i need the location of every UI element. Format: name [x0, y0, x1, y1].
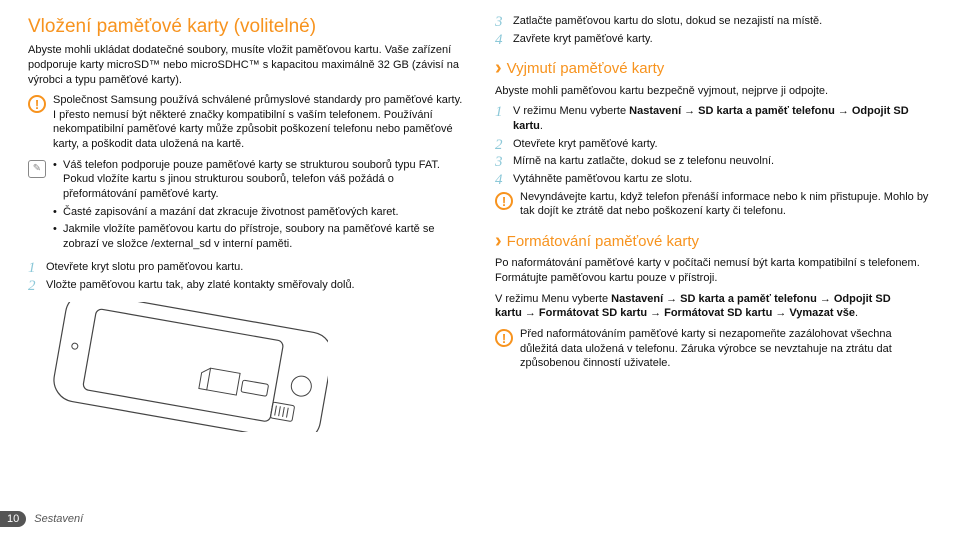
format-menu-path: V režimu Menu vyberte Nastavení→SD karta… — [495, 292, 932, 321]
step-item: Otevřete kryt slotu pro paměťovou kartu. — [28, 260, 465, 275]
step-item: Vložte paměťovou kartu tak, aby zlaté ko… — [28, 278, 465, 293]
step-item: Zatlačte paměťovou kartu do slotu, dokud… — [495, 14, 932, 29]
section-name: Sestavení — [34, 513, 83, 525]
bullet-item: Váš telefon podporuje pouze paměťové kar… — [53, 158, 465, 202]
insert-steps: Otevřete kryt slotu pro paměťovou kartu.… — [28, 260, 465, 292]
step-item: Vytáhněte paměťovou kartu ze slotu. — [495, 172, 932, 187]
remove-steps: V režimu Menu vyberte Nastavení→SD karta… — [495, 104, 932, 186]
heading-format-card: Formátování paměťové karty — [495, 227, 932, 254]
warning-icon: ! — [495, 192, 513, 210]
bullet-item: Časté zapisování a mazání dat zkracuje ž… — [53, 205, 465, 220]
right-column: Zatlačte paměťovou kartu do slotu, dokud… — [495, 14, 932, 436]
compatibility-warning: ! Společnost Samsung používá schválené p… — [28, 93, 465, 152]
warning-text: Společnost Samsung používá schválené prů… — [53, 93, 465, 152]
format-warning: ! Před naformátováním paměťové karty si … — [495, 327, 932, 371]
page-footer: 10 Sestavení — [0, 511, 83, 527]
step-item: Mírně na kartu zatlačte, dokud se z tele… — [495, 154, 932, 169]
heading-remove-card: Vyjmutí paměťové karty — [495, 54, 932, 81]
remove-intro: Abyste mohli paměťovou kartu bezpečně vy… — [495, 84, 932, 99]
remove-warning: ! Nevyndávejte kartu, když telefon přená… — [495, 190, 932, 219]
note-icon: ✎ — [28, 160, 46, 178]
insert-steps-continued: Zatlačte paměťovou kartu do slotu, dokud… — [495, 14, 932, 46]
device-illustration — [28, 302, 328, 432]
heading-insert-card: Vložení paměťové karty (volitelné) — [28, 14, 465, 39]
step-item-menu: V režimu Menu vyberte Nastavení→SD karta… — [495, 104, 932, 133]
warning-icon: ! — [28, 95, 46, 113]
left-column: Vložení paměťové karty (volitelné) Abyst… — [28, 14, 465, 436]
warning-text: Nevyndávejte kartu, když telefon přenáší… — [520, 190, 932, 219]
step-item: Zavřete kryt paměťové karty. — [495, 32, 932, 47]
step-item: Otevřete kryt paměťové karty. — [495, 137, 932, 152]
page-number: 10 — [0, 511, 26, 527]
note-bullets: Váš telefon podporuje pouze paměťové kar… — [53, 158, 465, 252]
note-block: ✎ Váš telefon podporuje pouze paměťové k… — [28, 158, 465, 255]
format-intro: Po naformátování paměťové karty v počíta… — [495, 256, 932, 285]
intro-paragraph: Abyste mohli ukládat dodatečné soubory, … — [28, 43, 465, 87]
warning-icon: ! — [495, 329, 513, 347]
warning-text: Před naformátováním paměťové karty si ne… — [520, 327, 932, 371]
bullet-item: Jakmile vložíte paměťovou kartu do příst… — [53, 222, 465, 251]
